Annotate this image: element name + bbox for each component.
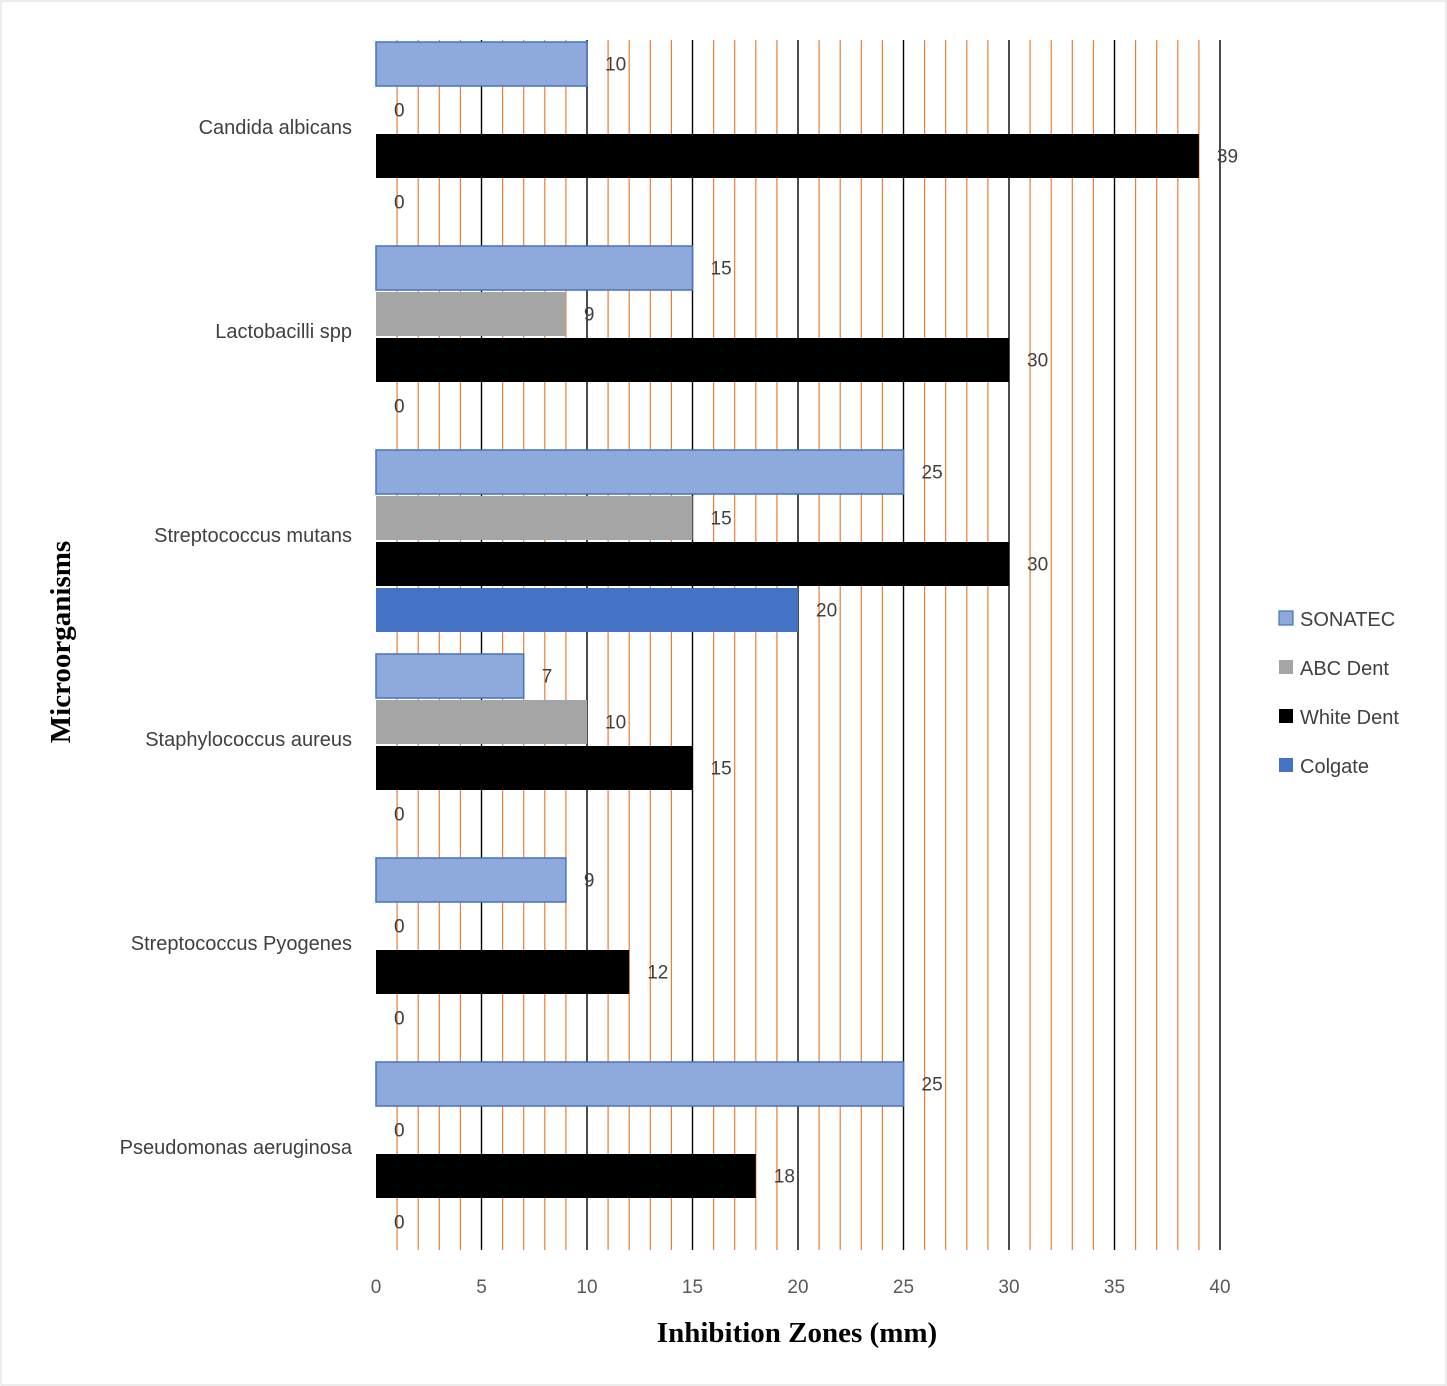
data-label: 0 (394, 1213, 405, 1234)
x-tick-label: 0 (371, 1277, 382, 1298)
legend-swatch (1279, 660, 1293, 674)
x-tick-label: 25 (893, 1277, 914, 1298)
legend-label: Colgate (1300, 756, 1369, 778)
x-tick-label: 35 (1104, 1277, 1125, 1298)
legend-swatch (1279, 709, 1293, 723)
legend-swatch (1278, 610, 1294, 626)
x-tick-label: 20 (787, 1277, 808, 1298)
data-label: 0 (394, 397, 405, 418)
category-label: Candida albicans (199, 117, 352, 139)
bar-white-dent (376, 542, 1009, 586)
bar-sonatec (375, 1061, 905, 1107)
bar-abc-dent (376, 700, 587, 744)
data-label: 0 (394, 101, 405, 122)
bar-white-dent (376, 1154, 756, 1198)
data-label: 0 (394, 193, 405, 214)
x-tick-label: 40 (1209, 1277, 1230, 1298)
data-label: 0 (394, 917, 405, 938)
data-label: 10 (605, 713, 626, 734)
category-label: Streptococcus mutans (154, 525, 352, 547)
bar-abc-dent (376, 496, 693, 540)
data-label: 15 (711, 759, 732, 780)
bar-sonatec (375, 857, 567, 903)
gridlines (396, 40, 1221, 1250)
data-label: 10 (605, 55, 626, 76)
bar-abc-dent (376, 292, 566, 336)
data-label: 9 (584, 305, 595, 326)
category-label: Staphylococcus aureus (145, 729, 352, 751)
legend-label: White Dent (1300, 707, 1399, 729)
data-label: 39 (1217, 147, 1238, 168)
category-label: Pseudomonas aeruginosa (120, 1137, 353, 1159)
bar-white-dent (376, 746, 693, 790)
data-label: 25 (922, 1075, 943, 1096)
bar-colgate (376, 588, 798, 632)
bar-white-dent (376, 134, 1199, 178)
data-label: 20 (816, 601, 837, 622)
category-label: Lactobacilli spp (215, 321, 352, 343)
legend-label: SONATEC (1300, 609, 1395, 631)
data-label: 9 (584, 871, 595, 892)
data-labels: 10 0 39 0 15 9 30 0 25 15 30 20 7 10 15 0 9 0 12 0 25 0 18 0 (394, 55, 1238, 1234)
data-label: 15 (711, 259, 732, 280)
data-label: 7 (542, 667, 553, 688)
y-axis-title: Microorganisms (45, 541, 77, 743)
bar-sonatec (375, 245, 694, 291)
data-label: 25 (922, 463, 943, 484)
data-label: 18 (774, 1167, 795, 1188)
x-tick-label: 5 (476, 1277, 487, 1298)
category-labels: Candida albicans Lactobacilli spp Streptoc… (120, 117, 353, 1159)
bar-white-dent (376, 338, 1009, 382)
data-label: 15 (711, 509, 732, 530)
legend-swatch (1279, 758, 1293, 772)
data-label: 0 (394, 1121, 405, 1142)
data-label: 30 (1027, 555, 1048, 576)
x-tick-label: 10 (576, 1277, 597, 1298)
legend-label: ABC Dent (1300, 658, 1389, 680)
data-label: 0 (394, 805, 405, 826)
x-axis-title: Inhibition Zones (mm) (657, 1317, 937, 1349)
data-label: 12 (647, 963, 668, 984)
bar-sonatec (375, 449, 905, 495)
data-label: 0 (394, 1009, 405, 1030)
bar-white-dent (376, 950, 630, 994)
bars (375, 41, 1199, 1198)
legend: SONATEC ABC Dent White Dent Colgate (1278, 609, 1399, 778)
category-label: Streptococcus Pyogenes (131, 933, 352, 955)
x-tick-labels: 0 5 10 15 20 25 30 35 40 (371, 1277, 1231, 1298)
bar-sonatec (375, 41, 588, 87)
x-tick-label: 15 (682, 1277, 703, 1298)
data-label: 30 (1027, 351, 1048, 372)
bar-sonatec (375, 653, 525, 699)
x-tick-label: 30 (998, 1277, 1019, 1298)
